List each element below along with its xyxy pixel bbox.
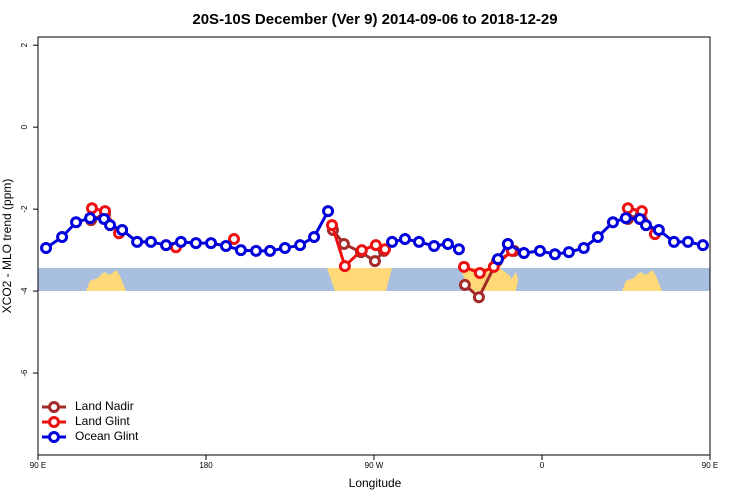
point	[639, 219, 652, 232]
point	[667, 235, 680, 248]
point	[619, 212, 632, 225]
point	[473, 267, 486, 280]
point	[606, 216, 619, 229]
y-tick-label: -4	[20, 287, 29, 295]
x-axis-label: Longitude	[349, 476, 402, 490]
point	[205, 237, 218, 250]
y-tick-label: 2	[20, 42, 29, 47]
point	[696, 239, 709, 252]
legend-marker	[48, 416, 60, 428]
point	[472, 291, 485, 304]
legend-label: Land Glint	[75, 414, 130, 428]
point	[84, 212, 97, 225]
chart-title: 20S-10S December (Ver 9) 2014-09-06 to 2…	[192, 11, 557, 28]
land	[508, 272, 518, 291]
point	[278, 242, 291, 255]
point	[577, 242, 590, 255]
point	[85, 202, 98, 215]
point	[40, 242, 53, 255]
land	[86, 270, 126, 291]
point	[104, 219, 117, 232]
point	[228, 233, 240, 246]
x-tick-label: 90 E	[702, 461, 718, 470]
point	[338, 260, 351, 273]
y-tick-label: -6	[20, 369, 29, 377]
point	[621, 202, 634, 215]
point	[533, 244, 546, 257]
point	[681, 235, 694, 248]
point	[412, 235, 425, 248]
series	[40, 205, 709, 266]
point	[264, 244, 277, 257]
point	[326, 219, 338, 232]
x-tick-label: 0	[540, 461, 545, 470]
y-axis-label: XCO2 - MLO trend (ppm)	[0, 179, 14, 314]
x-tick-label: 90 E	[30, 461, 46, 470]
land	[622, 270, 662, 291]
point	[398, 233, 411, 246]
point	[322, 205, 335, 218]
y-tick-label: -2	[20, 205, 29, 213]
point	[250, 244, 263, 257]
point	[457, 260, 470, 273]
point	[294, 239, 307, 252]
point	[652, 224, 665, 237]
point	[116, 224, 129, 237]
point	[70, 216, 83, 229]
legend-marker	[48, 431, 60, 443]
point	[452, 243, 465, 256]
point	[562, 246, 575, 259]
point	[379, 243, 392, 256]
legend-label: Ocean Glint	[75, 429, 139, 443]
point	[355, 244, 368, 257]
point	[368, 255, 381, 268]
point	[458, 278, 471, 291]
point	[548, 248, 561, 261]
point	[308, 230, 321, 243]
legend-label: Land Nadir	[75, 399, 134, 413]
point	[591, 230, 604, 243]
point	[517, 246, 530, 259]
x-tick-label: 90 W	[365, 461, 384, 470]
point	[501, 237, 514, 250]
legend-marker	[48, 401, 60, 413]
point	[234, 244, 247, 257]
point	[441, 237, 454, 250]
x-tick-label: 180	[199, 461, 213, 470]
point	[369, 239, 382, 252]
point	[219, 240, 232, 252]
map-strip	[38, 268, 710, 291]
y-tick-label: 0	[20, 124, 29, 129]
point	[56, 230, 69, 243]
point	[160, 239, 173, 252]
point	[131, 235, 144, 248]
point	[428, 240, 441, 252]
land	[327, 268, 392, 291]
point	[386, 235, 399, 248]
point	[174, 235, 187, 248]
point	[144, 235, 157, 248]
point	[491, 253, 504, 266]
point	[337, 237, 350, 250]
point	[189, 237, 202, 250]
